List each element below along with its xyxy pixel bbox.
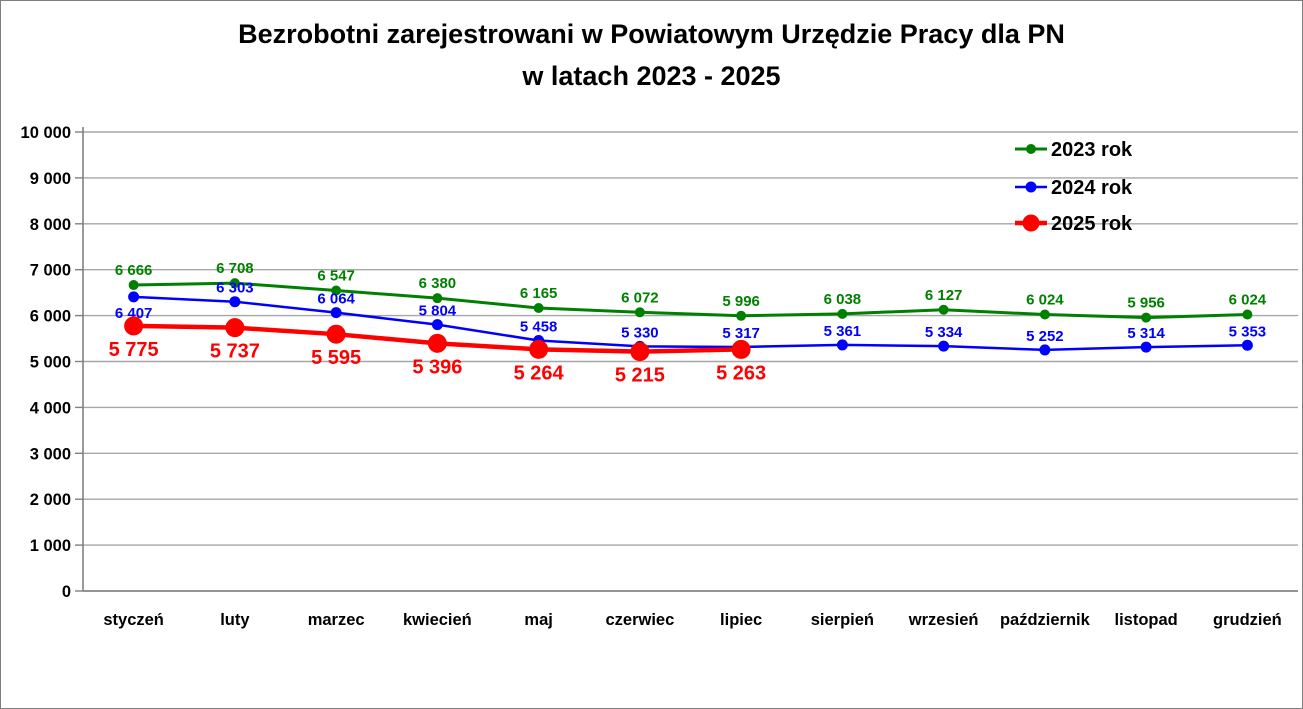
data-label: 5 317 [722,325,760,342]
legend-marker [1026,144,1036,154]
series-point-2023-rok [229,278,240,289]
series-point-2023-rok [1039,309,1050,320]
data-label: 6 024 [1026,291,1064,308]
y-axis-label: 5 000 [30,354,71,372]
series-point-2025-rok [326,324,346,344]
x-axis-label: kwiecień [403,611,472,629]
series-point-2024-rok [1039,344,1051,356]
data-label: 6 407 [115,305,153,322]
x-axis-label: lipiec [720,611,762,629]
x-axis-label: październik [1000,611,1091,629]
series-point-2025-rok [225,318,245,338]
y-axis-label: 7 000 [30,262,71,280]
y-axis-label: 0 [62,583,71,601]
data-label: 5 996 [722,293,760,310]
data-label: 5 334 [925,324,963,341]
y-axis-label: 6 000 [30,308,71,326]
legend-label: 2025 rok [1051,213,1133,235]
x-axis-label: wrzesień [908,611,979,629]
data-label: 6 038 [824,291,862,308]
x-axis-label: marzec [308,611,365,629]
x-axis-label: grudzień [1213,611,1282,629]
data-label: 6 127 [925,287,963,304]
data-label: 5 263 [716,362,766,384]
series-point-2024-rok [938,340,950,352]
x-axis-label: listopad [1114,611,1177,629]
series-point-2025-rok [427,333,447,353]
y-axis-label: 2 000 [30,491,71,509]
series-point-2023-rok [837,308,848,319]
legend-label: 2023 rok [1051,139,1133,161]
data-label: 5 595 [311,347,361,369]
legend-item-2025-rok: 2025 rok [1015,213,1133,235]
series-point-2023-rok [331,285,342,296]
data-label: 5 353 [1229,323,1267,340]
data-label: 5 804 [419,303,457,320]
data-label: 6 547 [317,267,355,284]
series-point-2023-rok [634,307,645,318]
data-label: 6 303 [216,280,254,297]
legend-item-2023-rok: 2023 rok [1015,139,1133,161]
x-axis-label: maj [524,611,552,629]
series-line-2024-rok [133,295,1248,352]
x-axis-label: czerwiec [605,611,674,629]
series-point-2023-rok [736,310,747,321]
series-point-2024-rok [1241,339,1253,351]
series-point-2024-rok [836,339,848,351]
series-point-2023-rok [1141,312,1152,323]
data-label: 5 215 [615,365,665,387]
legend-marker [1025,181,1037,193]
series-point-2024-rok [330,307,342,319]
series-line-2023-rok [133,281,1248,320]
data-label: 6 072 [621,289,659,306]
y-axis-label: 4 000 [30,399,71,417]
data-label: 5 314 [1127,325,1165,342]
data-label: 5 361 [824,323,862,340]
chart-title-line2: w latach 2023 - 2025 [522,61,781,91]
series-point-2023-rok [1242,309,1253,320]
data-label: 6 708 [216,260,254,277]
series-point-2023-rok [533,303,544,314]
series-point-2023-rok [128,280,139,291]
data-label: 6 380 [419,275,457,292]
series-point-2024-rok [128,291,140,303]
chart-title-line1: Bezrobotni zarejestrowani w Powiatowym U… [238,19,1065,49]
data-label: 5 252 [1026,328,1064,345]
series-point-2025-rok [630,342,650,362]
legend-marker [1022,214,1040,232]
x-axis-label: luty [220,611,250,629]
legend-item-2024-rok: 2024 rok [1015,177,1133,199]
y-axis-label: 1 000 [30,537,71,555]
data-label: 6 024 [1229,291,1267,308]
y-axis-label: 9 000 [30,170,71,188]
legend-label: 2024 rok [1051,177,1133,199]
y-axis-label: 8 000 [30,216,71,234]
data-label: 5 396 [412,356,462,378]
chart-title: Bezrobotni zarejestrowani w Powiatowym U… [1,13,1302,97]
series-point-2023-rok [432,293,443,304]
data-label: 5 264 [514,362,565,384]
x-axis-label: styczeń [103,611,164,629]
y-axis-label: 3 000 [30,445,71,463]
series-point-2024-rok [229,296,241,308]
series-point-2025-rok [124,316,144,336]
data-label: 6 064 [317,291,355,308]
data-label: 5 775 [109,339,159,361]
series-point-2025-rok [731,339,751,359]
series-point-2025-rok [529,339,549,359]
data-label: 6 165 [520,285,558,302]
data-label: 5 737 [210,341,260,363]
series-point-2023-rok [938,304,949,315]
series-point-2024-rok [431,319,443,331]
data-label: 5 956 [1127,295,1165,312]
data-label: 5 458 [520,318,558,335]
data-label: 6 666 [115,262,153,279]
x-axis-label: sierpień [811,611,874,629]
data-label: 5 330 [621,324,659,341]
series-point-2024-rok [1140,341,1152,353]
y-axis-label: 10 000 [21,124,71,142]
